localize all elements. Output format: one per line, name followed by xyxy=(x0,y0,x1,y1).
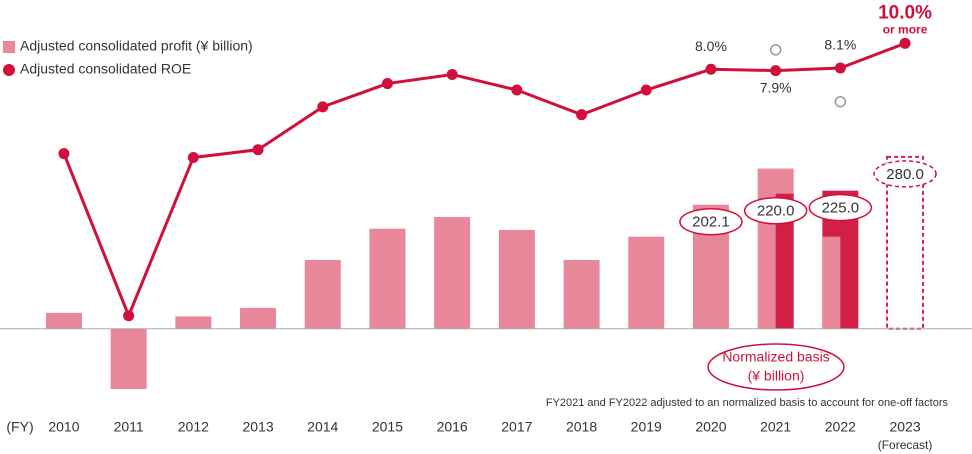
bar xyxy=(110,328,147,389)
x-tick-label: 2019 xyxy=(631,419,662,435)
value-label-ellipse xyxy=(873,160,937,188)
x-prefix: (FY) xyxy=(6,419,33,435)
roe-point xyxy=(511,84,523,96)
x-tick-label: 2022 xyxy=(825,419,856,435)
bar xyxy=(563,260,600,329)
x-tick-label: 2018 xyxy=(566,419,597,435)
x-tick-label: 2015 xyxy=(372,419,403,435)
value-label: 225.0 xyxy=(822,200,860,217)
bar xyxy=(175,316,212,329)
roe-note: or more xyxy=(883,23,928,37)
normalized-ellipse xyxy=(707,343,845,391)
bar xyxy=(775,193,794,329)
bar xyxy=(45,312,82,329)
roe-point xyxy=(899,37,911,49)
legend-label: Adjusted consolidated profit (¥ billion) xyxy=(20,38,253,54)
bar xyxy=(628,236,665,329)
legend-label: Adjusted consolidated ROE xyxy=(20,61,191,77)
x-tick-label: 2017 xyxy=(501,419,532,435)
legend-swatch xyxy=(3,41,15,53)
roe-point xyxy=(446,68,458,80)
annotation: FY2021 and FY2022 adjusted to an normali… xyxy=(546,397,949,409)
x-tick-label: 2010 xyxy=(48,419,79,435)
roe-reported-point xyxy=(834,95,847,108)
value-label: 202.1 xyxy=(692,214,730,231)
legend-swatch xyxy=(3,64,15,76)
roe-point xyxy=(834,62,846,74)
category-note: (Forecast) xyxy=(878,438,933,452)
bar xyxy=(498,229,535,329)
roe-reported-point xyxy=(769,44,782,56)
normalized-label: (¥ billion) xyxy=(748,368,805,384)
roe-point xyxy=(381,78,393,90)
x-tick-label: 2014 xyxy=(307,419,338,435)
bar xyxy=(369,228,406,329)
value-label-ellipse xyxy=(679,207,743,236)
x-tick-label: 2023 xyxy=(889,419,920,435)
roe-label: 8.1% xyxy=(824,37,856,53)
bar xyxy=(240,307,277,329)
value-label-ellipse xyxy=(743,196,808,225)
x-tick-label: 2016 xyxy=(437,419,468,435)
bar xyxy=(822,236,841,329)
roe-point xyxy=(187,151,199,163)
roe-point xyxy=(317,101,329,113)
roe-label: 8.0% xyxy=(695,38,727,54)
roe-point xyxy=(705,63,717,75)
roe-label: 7.9% xyxy=(760,79,792,95)
bar xyxy=(434,217,471,329)
roe-line xyxy=(62,41,906,320)
bar xyxy=(304,260,341,329)
x-tick-label: 2012 xyxy=(178,419,209,435)
roe-point xyxy=(640,84,652,96)
roe-point xyxy=(576,109,588,121)
value-label: 280.0 xyxy=(886,166,924,183)
x-tick-label: 2011 xyxy=(114,419,144,435)
x-tick-label: 2020 xyxy=(695,419,726,435)
value-label: 220.0 xyxy=(757,203,795,220)
roe-point xyxy=(123,310,135,322)
roe-label: 10.0% xyxy=(878,2,932,23)
normalized-label: Normalized basis xyxy=(722,349,829,365)
roe-point xyxy=(770,65,782,77)
x-tick-label: 2021 xyxy=(760,419,791,435)
roe-point xyxy=(58,148,70,160)
x-tick-label: 2013 xyxy=(242,419,273,435)
value-label-ellipse xyxy=(808,193,873,222)
roe-point xyxy=(252,144,264,156)
